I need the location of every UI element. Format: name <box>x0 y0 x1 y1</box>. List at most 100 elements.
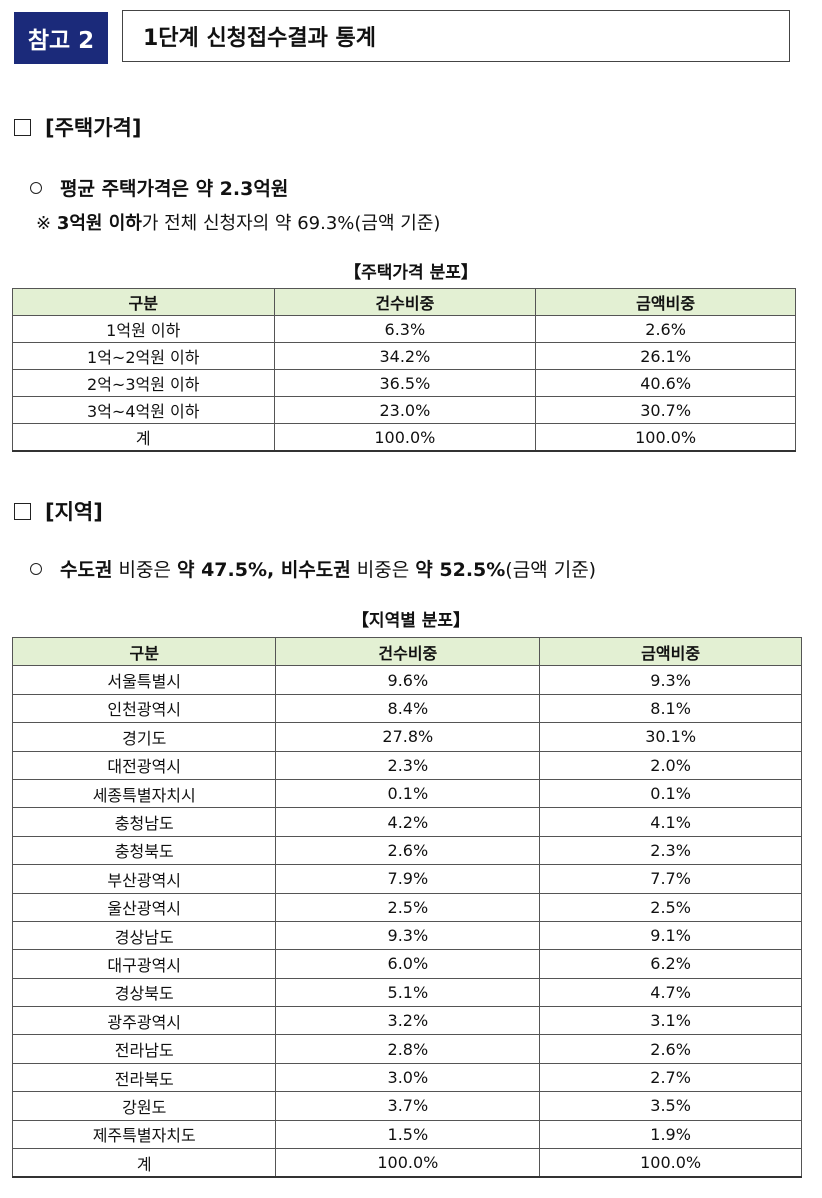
count-share-cell: 1.5% <box>275 1119 541 1150</box>
count-share-cell: 3.2% <box>275 1006 541 1036</box>
price-note-bold: 3억원 이하 <box>56 213 142 234</box>
count-share-cell: 34.2% <box>273 342 537 370</box>
table-row: 광주광역시 3.2% 3.1% <box>11 1006 802 1036</box>
table-row: 계 100.0% 100.0% <box>11 1148 802 1178</box>
region-bullet-t1: 비중은 <box>112 559 177 581</box>
column-header: 건수비중 <box>273 288 537 316</box>
count-share-cell: 23.0% <box>273 396 537 424</box>
row-label-cell: 1억~2억원 이하 <box>12 342 275 370</box>
reference-badge: 참고 2 <box>14 12 108 64</box>
table-row: 1억원 이하 6.3% 2.6% <box>12 315 796 343</box>
price-table-caption: 【주택가격 분포】 <box>344 263 478 283</box>
column-header: 구분 <box>12 288 275 316</box>
row-label-cell: 계 <box>12 423 275 452</box>
amount-share-cell: 2.6% <box>535 315 796 343</box>
count-share-cell: 6.3% <box>273 315 537 343</box>
count-share-cell: 0.1% <box>275 778 541 809</box>
amount-share-cell: 0.1% <box>539 778 802 809</box>
region-table-caption: 【지역별 분포】 <box>351 611 471 631</box>
page-title: 1단계 신청접수결과 통계 <box>122 10 790 62</box>
column-header: 금액비중 <box>539 636 802 667</box>
count-share-cell: 3.7% <box>275 1091 541 1121</box>
section-heading-price-text: [주택가격] <box>45 116 142 140</box>
region-bullet-line: 수도권 비중은 약 47.5%, 비수도권 비중은 약 52.5%(금액 기준) <box>30 555 596 582</box>
table-row: 1억~2억원 이하 34.2% 26.1% <box>12 342 796 370</box>
region-bullet-t2: 비중은 <box>350 559 416 581</box>
count-share-cell: 9.6% <box>275 665 541 695</box>
region-bullet-b2: 약 47.5%, 비수도권 <box>176 559 351 581</box>
count-share-cell: 2.5% <box>275 892 541 922</box>
row-label-cell: 대전광역시 <box>11 750 277 780</box>
table-row: 제주특별자치도 1.5% 1.9% <box>11 1119 802 1150</box>
amount-share-cell: 2.3% <box>539 835 802 866</box>
section-heading-region-text: [지역] <box>45 500 103 524</box>
table-row: 전라북도 3.0% 2.7% <box>11 1062 802 1093</box>
row-label-cell: 경상남도 <box>11 920 277 951</box>
row-label-cell: 전라북도 <box>11 1062 277 1093</box>
count-share-cell: 2.8% <box>275 1034 541 1064</box>
note-mark: ※ <box>36 213 57 234</box>
amount-share-cell: 3.1% <box>539 1006 802 1036</box>
table-row: 2억~3억원 이하 36.5% 40.6% <box>12 369 796 397</box>
count-share-cell: 8.4% <box>275 693 541 724</box>
column-header: 금액비중 <box>535 288 796 316</box>
page-title-text: 1단계 신청접수결과 통계 <box>143 26 377 51</box>
table-row: 경상남도 9.3% 9.1% <box>11 920 802 951</box>
table-header-row: 구분 건수비중 금액비중 <box>12 288 796 316</box>
amount-share-cell: 9.1% <box>539 920 802 951</box>
region-bullet-b1: 수도권 <box>60 559 113 581</box>
count-share-cell: 6.0% <box>275 949 541 979</box>
table-row: 대구광역시 6.0% 6.2% <box>11 949 802 979</box>
amount-share-cell: 100.0% <box>539 1148 802 1178</box>
region-distribution-table: 구분 건수비중 금액비중 서울특별시 9.6% 9.3% 인천광역시 8.4% 8.1% 경… <box>11 636 802 1179</box>
section-heading-price: [주택가격] <box>14 112 141 142</box>
row-label-cell: 부산광역시 <box>11 864 277 894</box>
price-bullet-line: 평균 주택가격은 약 2.3억원 <box>30 174 288 201</box>
count-share-cell: 27.8% <box>275 722 541 752</box>
amount-share-cell: 2.5% <box>539 892 802 922</box>
amount-share-cell: 4.7% <box>539 977 802 1008</box>
checkbox-square-icon <box>14 502 31 520</box>
row-label-cell: 제주특별자치도 <box>11 1119 277 1150</box>
table-row: 경상북도 5.1% 4.7% <box>11 977 802 1008</box>
column-header: 구분 <box>11 636 277 667</box>
count-share-cell: 100.0% <box>273 423 537 452</box>
row-label-cell: 전라남도 <box>11 1034 277 1064</box>
amount-share-cell: 100.0% <box>535 423 796 452</box>
amount-share-cell: 9.3% <box>539 665 802 695</box>
count-share-cell: 100.0% <box>275 1148 541 1178</box>
count-share-cell: 5.1% <box>275 977 541 1008</box>
row-label-cell: 경기도 <box>11 722 277 752</box>
amount-share-cell: 6.2% <box>539 949 802 979</box>
price-bullet-text: 평균 주택가격은 약 2.3억원 <box>60 178 289 200</box>
amount-share-cell: 2.6% <box>539 1034 802 1064</box>
row-label-cell: 충청북도 <box>11 835 277 866</box>
row-label-cell: 강원도 <box>11 1091 277 1121</box>
table-row: 충청북도 2.6% 2.3% <box>11 835 802 866</box>
region-bullet-t3: (금액 기준) <box>505 559 597 581</box>
row-label-cell: 인천광역시 <box>11 693 277 724</box>
table-row: 충청남도 4.2% 4.1% <box>11 807 802 837</box>
count-share-cell: 3.0% <box>275 1062 541 1093</box>
count-share-cell: 4.2% <box>275 807 541 837</box>
amount-share-cell: 7.7% <box>539 864 802 894</box>
table-row: 세종특별자치시 0.1% 0.1% <box>11 778 802 809</box>
amount-share-cell: 4.1% <box>539 807 802 837</box>
row-label-cell: 충청남도 <box>11 807 277 837</box>
amount-share-cell: 40.6% <box>535 369 796 397</box>
row-label-cell: 경상북도 <box>11 977 277 1008</box>
circle-bullet-icon <box>30 562 42 575</box>
row-label-cell: 울산광역시 <box>11 892 277 922</box>
table-row: 서울특별시 9.6% 9.3% <box>11 665 802 695</box>
table-row: 인천광역시 8.4% 8.1% <box>11 693 802 724</box>
count-share-cell: 7.9% <box>275 864 541 894</box>
row-label-cell: 세종특별자치시 <box>11 778 277 809</box>
amount-share-cell: 2.7% <box>539 1062 802 1093</box>
table-row: 부산광역시 7.9% 7.7% <box>11 864 802 894</box>
count-share-cell: 2.6% <box>275 835 541 866</box>
table-row: 울산광역시 2.5% 2.5% <box>11 892 802 922</box>
price-distribution-table: 구분 건수비중 금액비중 1억원 이하 6.3% 2.6% 1억~2억원 이하 34.2… <box>12 288 796 452</box>
row-label-cell: 3억~4억원 이하 <box>12 396 275 424</box>
amount-share-cell: 1.9% <box>539 1119 802 1150</box>
row-label-cell: 계 <box>11 1148 277 1178</box>
